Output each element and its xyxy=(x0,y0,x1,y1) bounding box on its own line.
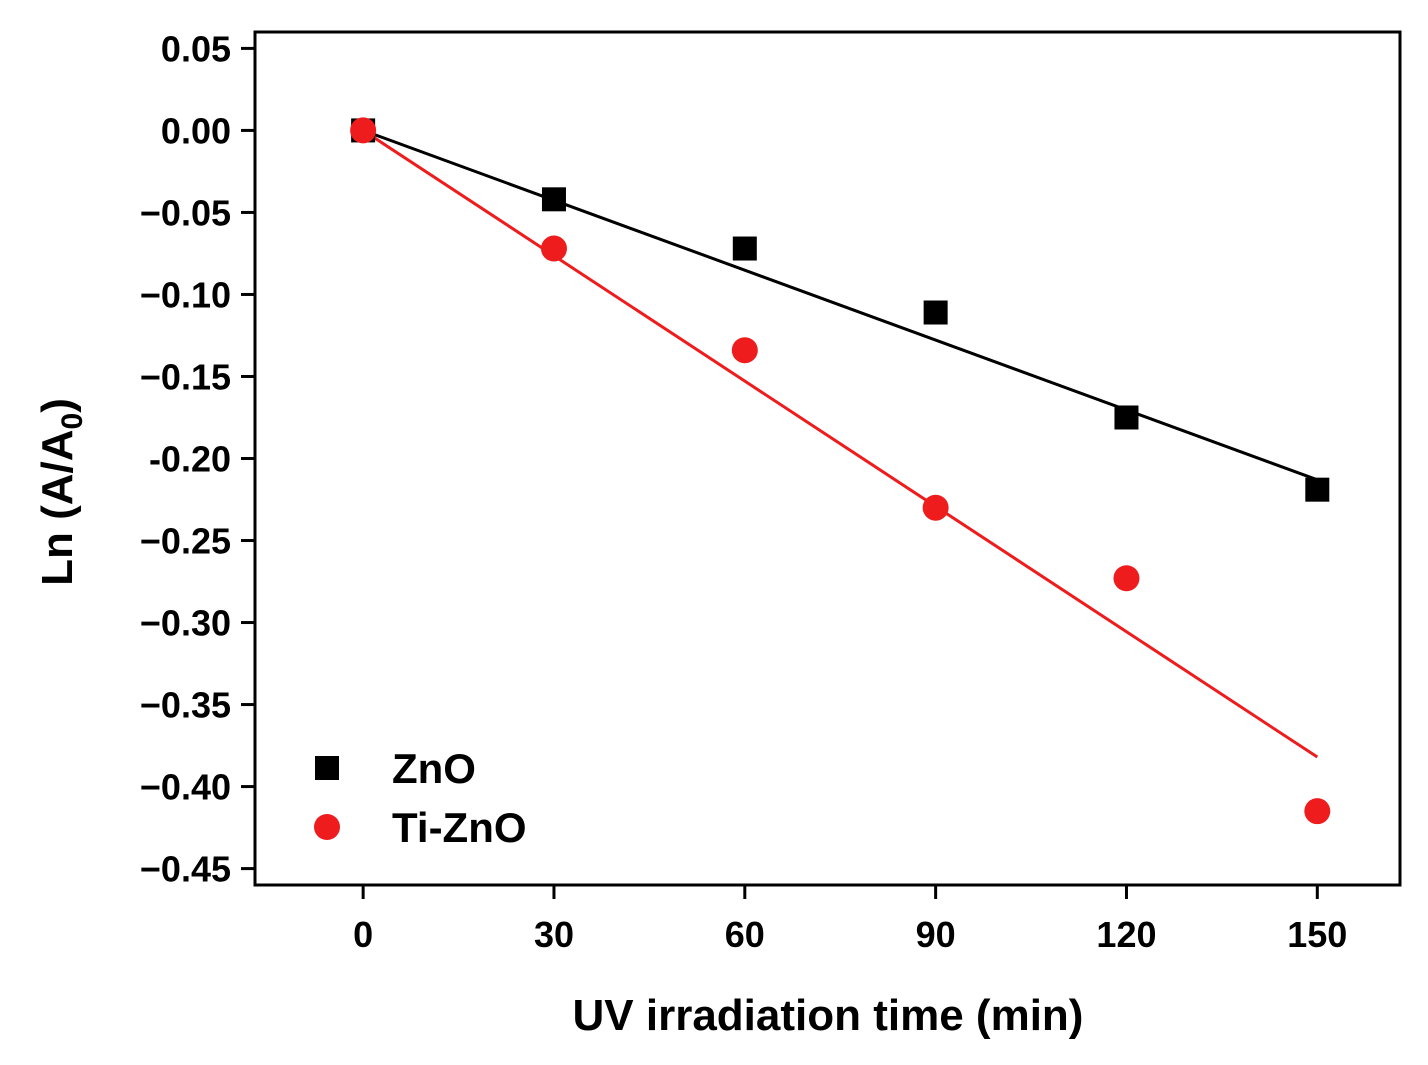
legend-marker-ti-zno xyxy=(314,814,340,840)
x-tick-label: 120 xyxy=(1096,914,1156,955)
legend-label-ti-zno: Ti-ZnO xyxy=(392,804,527,851)
fit-line-ti-zno xyxy=(362,129,1319,759)
x-axis-title: UV irradiation time (min) xyxy=(573,991,1084,1040)
x-tick-label: 0 xyxy=(353,914,373,955)
y-tick-label: −0.35 xyxy=(140,685,231,726)
x-tick-label: 60 xyxy=(725,914,765,955)
data-point-zno xyxy=(541,187,566,212)
fit-line-zno xyxy=(362,129,1318,482)
data-point-ti-zno xyxy=(540,235,567,262)
y-tick-label: 0.05 xyxy=(161,28,231,69)
y-tick-label: −0.45 xyxy=(140,849,231,890)
x-tick-label: 90 xyxy=(916,914,956,955)
legend: ZnO Ti-ZnO xyxy=(314,745,527,851)
data-point-zno xyxy=(923,300,948,325)
y-axis-title-suffix: ) xyxy=(33,398,82,413)
fit-lines xyxy=(362,129,1319,759)
data-points xyxy=(350,117,1331,825)
x-tick-label: 150 xyxy=(1287,914,1347,955)
legend-label-zno: ZnO xyxy=(392,745,476,792)
y-axis: 0.05 0.00 −0.05 −0.10 −0.15 -0.20 −0.25 −0.30 −0… xyxy=(140,28,255,890)
y-tick-label: 0.00 xyxy=(161,110,231,151)
y-tick-label: −0.05 xyxy=(140,192,231,233)
data-point-zno xyxy=(732,236,757,261)
y-axis-title-main: Ln (A/A xyxy=(33,429,82,585)
data-point-ti-zno xyxy=(1304,798,1331,825)
data-point-ti-zno xyxy=(731,337,758,364)
data-point-zno xyxy=(1305,477,1330,502)
y-axis-title-subscript: 0 xyxy=(56,413,89,430)
data-point-ti-zno xyxy=(1113,565,1140,592)
y-tick-label: −0.15 xyxy=(140,356,231,397)
y-tick-label: -0.20 xyxy=(149,439,231,480)
data-point-ti-zno xyxy=(922,494,949,521)
y-tick-label: −0.25 xyxy=(140,521,231,562)
y-tick-label: −0.10 xyxy=(140,274,231,315)
x-tick-label: 30 xyxy=(534,914,574,955)
x-axis: 0 30 60 90 120 150 xyxy=(353,885,1347,955)
legend-marker-zno xyxy=(315,756,339,780)
y-tick-label: −0.40 xyxy=(140,767,231,808)
y-axis-title: Ln (A/A0) xyxy=(33,398,89,586)
y-tick-label: −0.30 xyxy=(140,603,231,644)
data-point-zno xyxy=(1114,405,1139,430)
data-point-ti-zno xyxy=(350,117,377,144)
